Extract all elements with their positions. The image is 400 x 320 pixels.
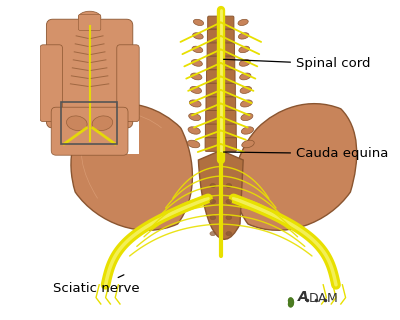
Ellipse shape: [226, 200, 232, 204]
Ellipse shape: [241, 127, 254, 134]
FancyBboxPatch shape: [206, 83, 235, 97]
Polygon shape: [288, 298, 294, 307]
FancyBboxPatch shape: [207, 43, 234, 56]
Text: A: A: [318, 292, 326, 305]
Ellipse shape: [218, 114, 224, 120]
Bar: [61, 102, 117, 144]
Ellipse shape: [210, 216, 216, 220]
FancyBboxPatch shape: [206, 110, 236, 124]
Bar: [43, 6, 139, 154]
Text: A: A: [298, 290, 308, 304]
PathPatch shape: [235, 104, 357, 230]
Ellipse shape: [210, 231, 216, 236]
FancyBboxPatch shape: [51, 107, 128, 155]
Ellipse shape: [188, 127, 200, 134]
FancyBboxPatch shape: [117, 45, 139, 122]
Ellipse shape: [191, 73, 202, 80]
Polygon shape: [288, 298, 294, 307]
Text: Spinal cord: Spinal cord: [224, 58, 370, 70]
Ellipse shape: [218, 73, 224, 80]
Ellipse shape: [218, 87, 224, 93]
Ellipse shape: [241, 113, 253, 121]
Ellipse shape: [217, 127, 224, 134]
Ellipse shape: [217, 140, 224, 148]
FancyBboxPatch shape: [206, 123, 236, 138]
Text: Sciatic nerve: Sciatic nerve: [53, 275, 140, 294]
PathPatch shape: [198, 150, 243, 239]
FancyBboxPatch shape: [208, 16, 234, 29]
Ellipse shape: [240, 100, 252, 107]
Ellipse shape: [218, 33, 224, 39]
Ellipse shape: [192, 46, 203, 53]
FancyBboxPatch shape: [40, 45, 62, 122]
Ellipse shape: [218, 46, 224, 52]
FancyBboxPatch shape: [206, 96, 236, 110]
Text: M: M: [326, 292, 337, 305]
Ellipse shape: [78, 11, 101, 24]
Text: D: D: [309, 292, 318, 305]
Ellipse shape: [92, 116, 113, 131]
Ellipse shape: [240, 73, 251, 80]
Ellipse shape: [226, 183, 232, 188]
Ellipse shape: [240, 86, 252, 93]
Ellipse shape: [193, 33, 203, 39]
Ellipse shape: [193, 19, 204, 26]
Ellipse shape: [187, 140, 200, 148]
Ellipse shape: [189, 100, 201, 107]
Ellipse shape: [226, 216, 232, 220]
Ellipse shape: [218, 60, 224, 66]
Ellipse shape: [66, 116, 87, 131]
FancyBboxPatch shape: [207, 56, 235, 69]
Ellipse shape: [242, 140, 254, 148]
Ellipse shape: [238, 33, 249, 39]
Ellipse shape: [239, 46, 250, 53]
Ellipse shape: [210, 200, 216, 204]
FancyBboxPatch shape: [46, 19, 133, 128]
Ellipse shape: [239, 60, 250, 66]
FancyBboxPatch shape: [206, 70, 235, 83]
Ellipse shape: [218, 100, 224, 107]
Ellipse shape: [226, 231, 232, 236]
FancyBboxPatch shape: [205, 137, 236, 151]
Ellipse shape: [238, 19, 248, 26]
FancyBboxPatch shape: [208, 29, 234, 42]
FancyBboxPatch shape: [78, 14, 101, 30]
Ellipse shape: [189, 113, 201, 121]
Text: Cauda equina: Cauda equina: [224, 147, 388, 160]
Ellipse shape: [191, 60, 202, 66]
Ellipse shape: [210, 183, 216, 188]
Ellipse shape: [190, 86, 202, 93]
PathPatch shape: [71, 104, 192, 230]
Ellipse shape: [218, 20, 224, 25]
